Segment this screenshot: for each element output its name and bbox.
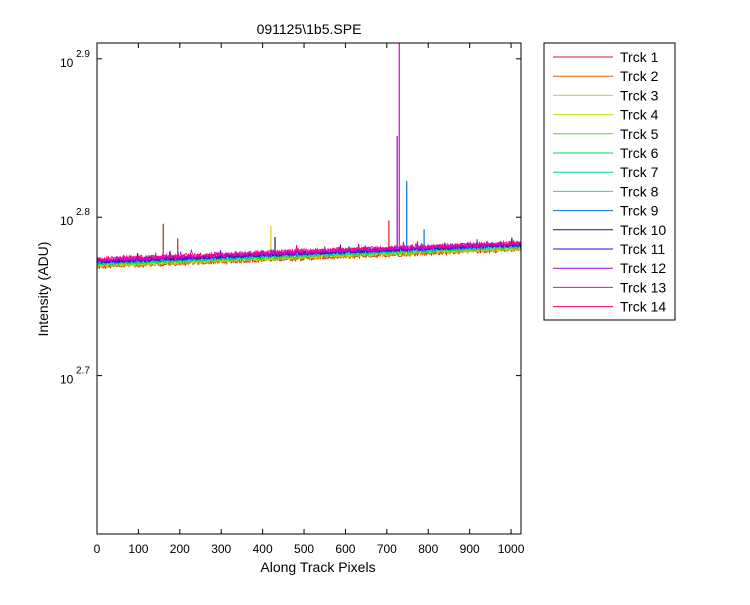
x-tick-label: 0 [94,542,101,556]
y-tick-label-base: 10 [60,214,74,228]
x-tick-label: 900 [460,542,480,556]
x-tick-label: 200 [170,542,190,556]
x-axis-label: Along Track Pixels [260,559,375,575]
y-axis-label: Intensity (ADU) [35,242,51,337]
series-layer [97,43,521,270]
x-axis-ticks: 0 100 200 300 400 500 600 700 800 900 1000 [94,43,525,556]
legend-label: Trck 11 [620,241,665,257]
legend-label: Trck 2 [620,68,659,84]
legend-label: Trck 10 [620,222,666,238]
legend-label: Trck 12 [620,260,666,276]
legend-label: Trck 5 [620,126,659,142]
y-tick-label-exponent: 2.9 [76,49,90,60]
series-line [97,239,521,262]
legend-label: Trck 4 [620,107,659,123]
y-tick-label-base: 10 [60,373,74,387]
legend-label: Trck 7 [620,164,659,180]
legend: Trck 1 Trck 2 Trck 3 Trck 4 Trck 5 Trck 6 Trck… [543,42,676,321]
x-tick-label: 100 [128,542,148,556]
x-tick-label: 700 [377,542,397,556]
y-tick-label-exponent: 2.7 [76,366,90,377]
plot-area [97,43,521,534]
plot-frame [96,42,522,535]
legend-label: Trck 8 [620,183,659,199]
legend-label: Trck 1 [620,49,659,65]
legend-label: Trck 9 [620,203,659,219]
y-tick-label-exponent: 2.8 [76,207,90,218]
y-tick-label-base: 10 [60,56,74,70]
legend-box [543,42,676,321]
legend-label: Trck 13 [620,279,666,295]
legend-label: Trck 3 [620,87,659,103]
x-tick-label: 1000 [498,542,525,556]
x-tick-label: 500 [294,542,314,556]
legend-label: Trck 6 [620,145,659,161]
x-tick-label: 300 [211,542,231,556]
x-tick-label: 800 [418,542,438,556]
legend-label: Trck 14 [620,299,666,315]
chart-title: 091125\1b5.SPE [257,21,362,37]
x-tick-label: 600 [335,542,355,556]
x-tick-label: 400 [253,542,273,556]
